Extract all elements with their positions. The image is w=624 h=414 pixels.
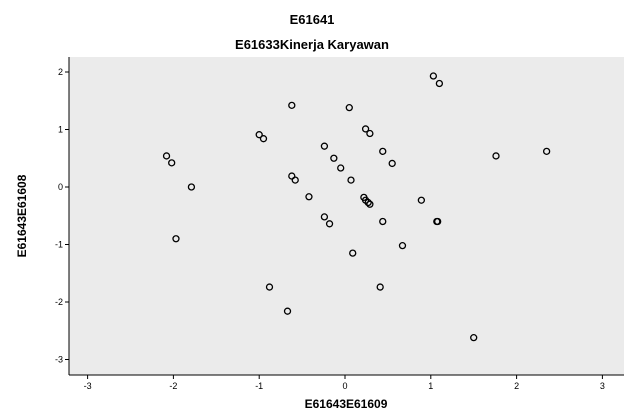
x-tick-label: -2 [169, 381, 177, 391]
y-tick-label: -2 [55, 297, 63, 307]
y-tick-label: 2 [58, 67, 63, 77]
y-tick-label: -3 [55, 355, 63, 365]
y-tick-label: -1 [55, 240, 63, 250]
y-tick-label: 0 [58, 182, 63, 192]
y-axis-ticks: -3 -2 -1 0 1 2 [55, 67, 69, 365]
x-axis-label: E61643E61609 [305, 397, 388, 411]
y-axis-label: E61643E61608 [15, 174, 29, 257]
x-tick-label: 3 [600, 381, 605, 391]
x-tick-label: -1 [255, 381, 263, 391]
y-tick-label: 1 [58, 125, 63, 135]
x-tick-label: -3 [84, 381, 92, 391]
x-tick-label: 0 [342, 381, 347, 391]
x-tick-label: 1 [428, 381, 433, 391]
x-axis-ticks: -3 -2 -1 0 1 2 3 [84, 375, 605, 391]
x-tick-label: 2 [514, 381, 519, 391]
plot-area [69, 57, 624, 375]
